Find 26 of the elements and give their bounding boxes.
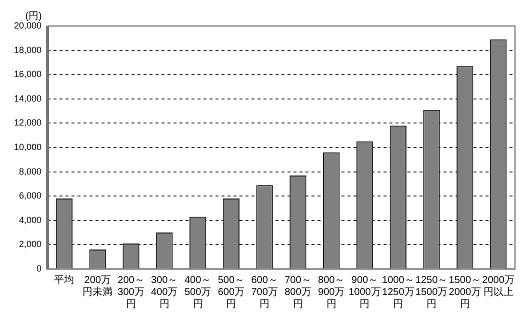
y-tick-label: 20,000	[14, 20, 42, 30]
y-tick-label: 12,000	[14, 118, 42, 128]
x-tick-label: 300～400万円	[151, 274, 178, 310]
x-tick-label: 900～1000万円	[348, 274, 381, 310]
x-tick-label: 1500～2000万円	[448, 274, 482, 310]
y-axis-title: (円)	[25, 10, 42, 22]
x-tick-label: 200～300万円	[118, 274, 144, 310]
y-tick-label: 6,000	[18, 190, 42, 201]
x-tick-label: 1250～1500万円	[415, 274, 448, 310]
x-tick-label: 600～700万円	[251, 274, 278, 310]
y-tick-label: 18,000	[14, 44, 42, 55]
y-tick-label: 10,000	[14, 142, 42, 152]
x-tick-label: 200万円未満	[82, 274, 113, 298]
x-tick-label: 2000万円以上	[482, 274, 514, 298]
x-tick-label: 500～600万円	[218, 274, 245, 310]
x-tick-label: 700～800万円	[284, 274, 312, 310]
x-tick-label: 400～500万円	[184, 274, 212, 310]
y-tick-label: 0	[36, 263, 42, 274]
y-tick-label: 2,000	[18, 239, 42, 250]
y-tick-label: 16,000	[14, 69, 42, 80]
y-tick-label: 8,000	[18, 166, 42, 176]
y-tick-label: 4,000	[18, 214, 42, 225]
x-tick-label: 平均	[54, 274, 74, 286]
y-tick-label: 14,000	[14, 93, 42, 104]
x-tick-label: 1000～1250万円	[382, 274, 414, 310]
x-tick-label: 800～900万円	[318, 274, 345, 310]
